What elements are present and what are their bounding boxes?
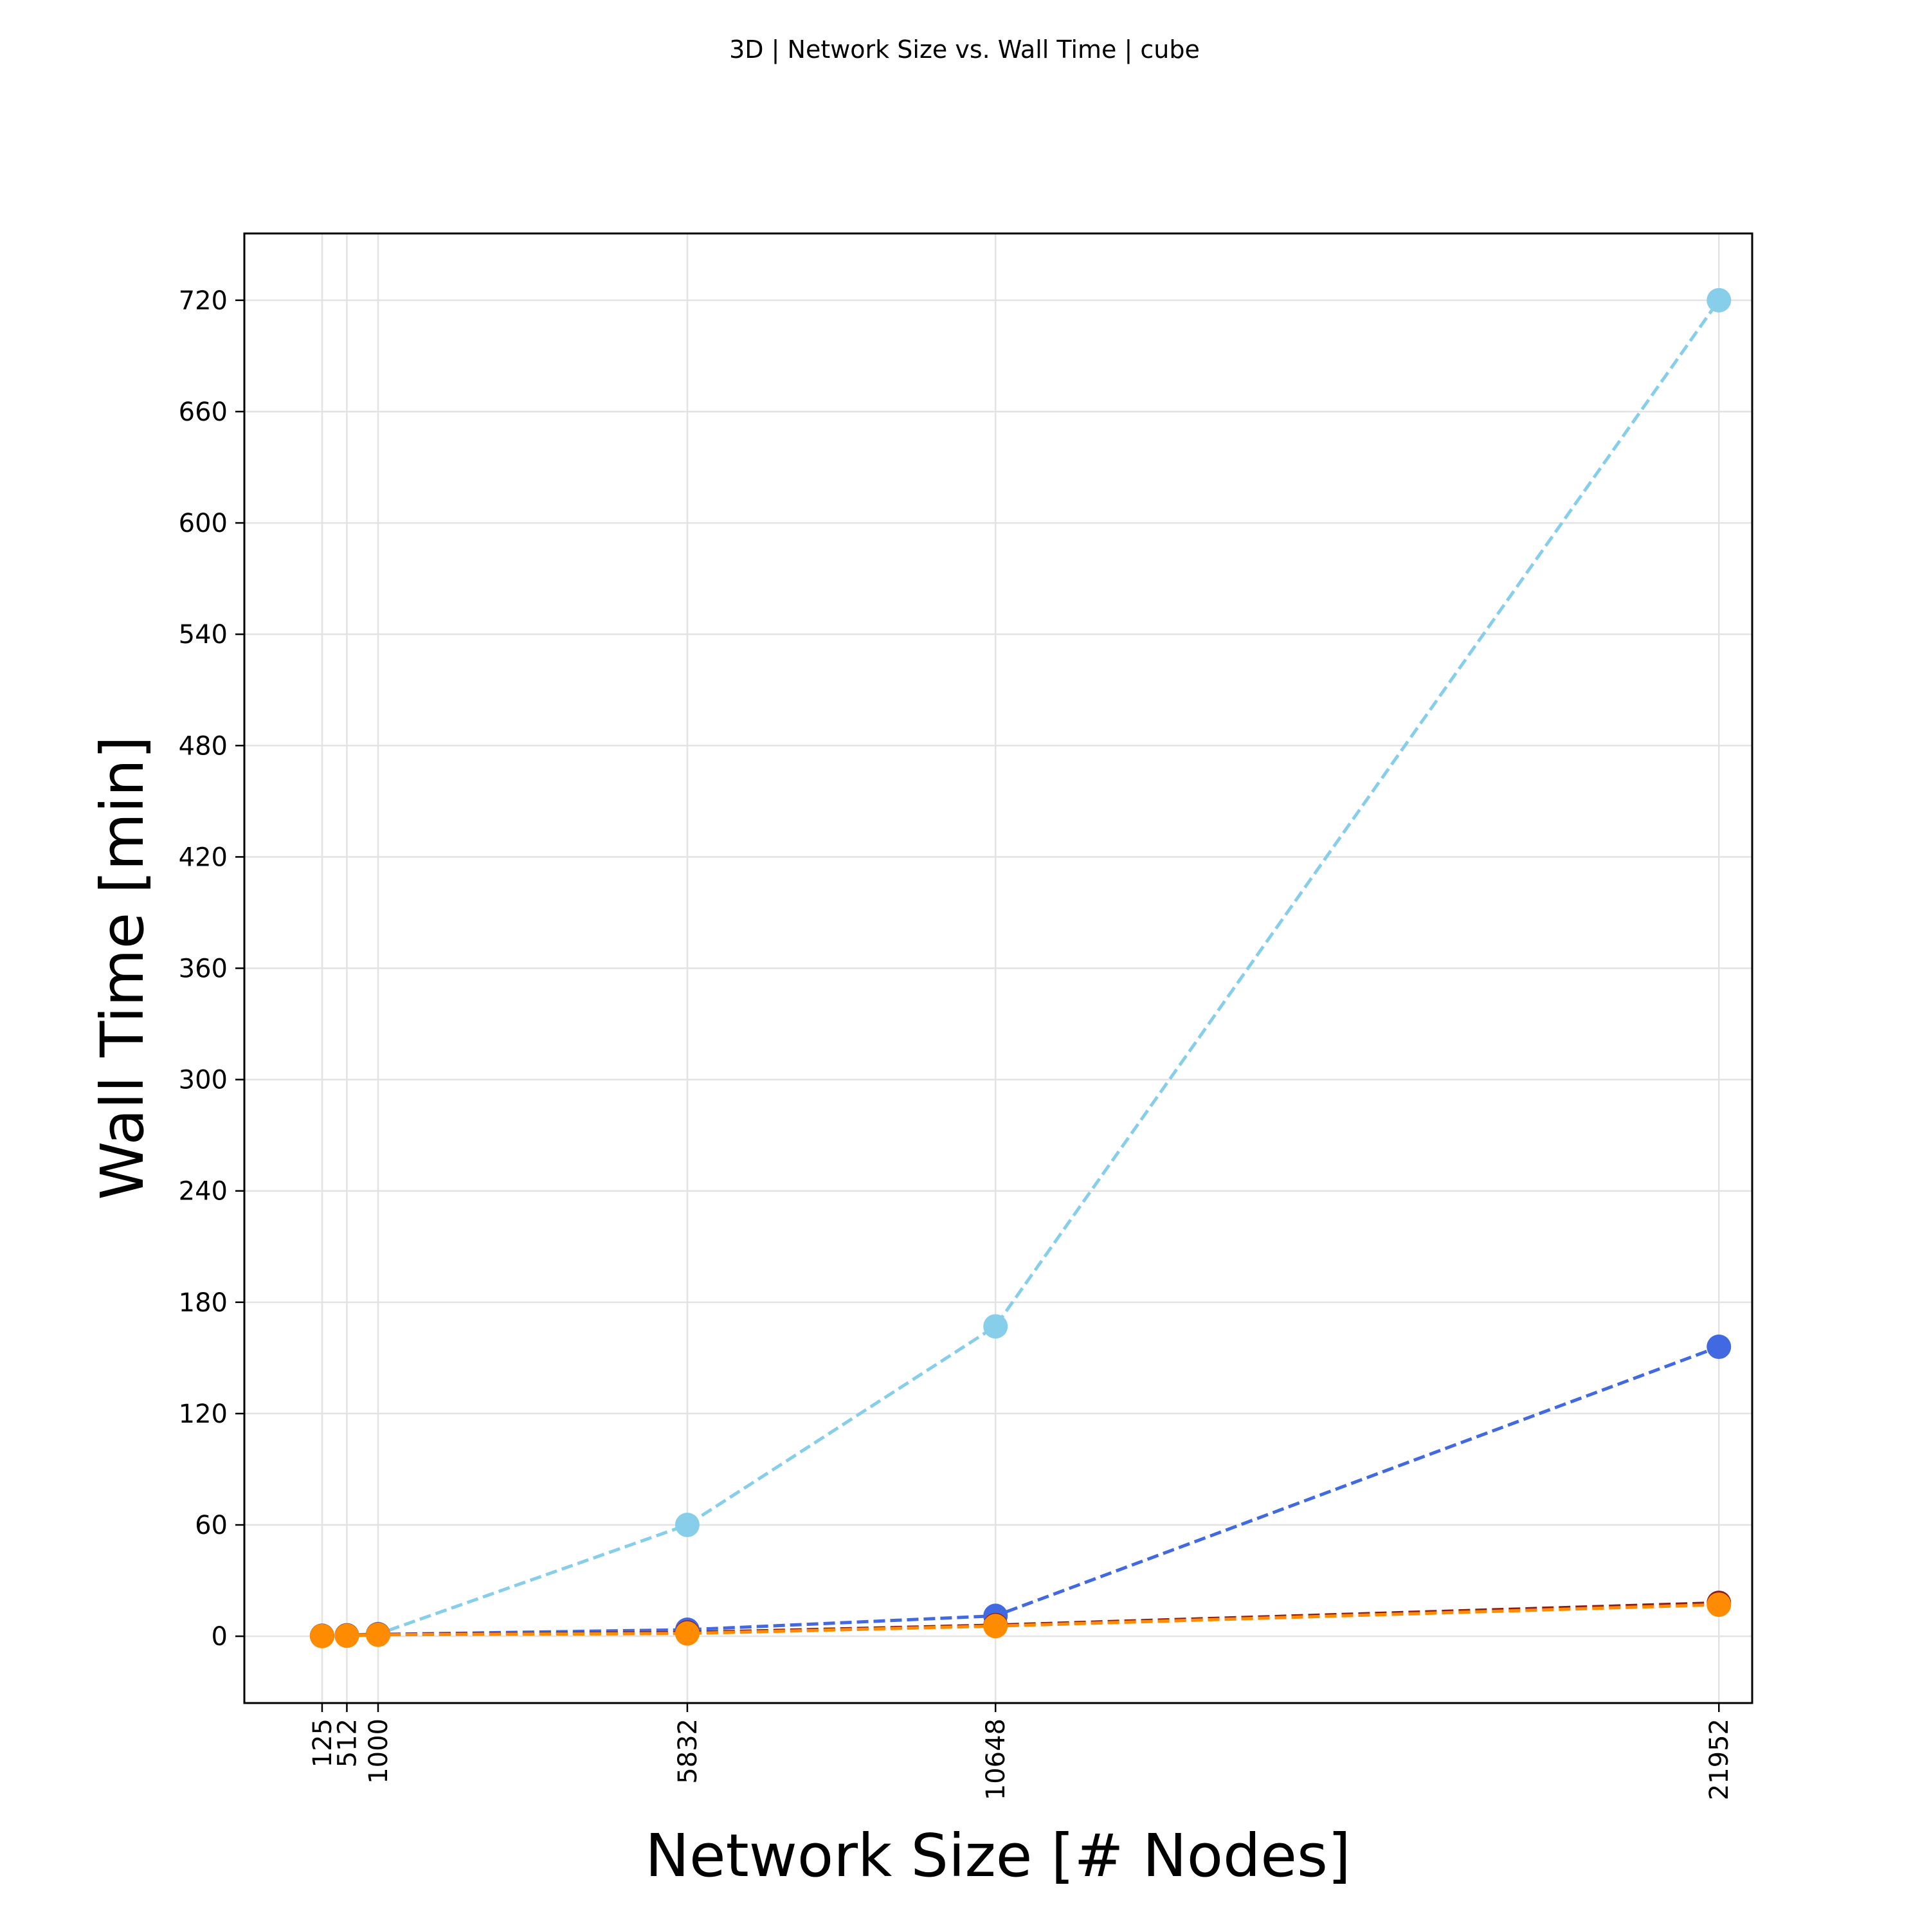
- y-tick-label: 180: [179, 1288, 228, 1318]
- data-point: [1707, 1592, 1732, 1618]
- y-tick-label: 480: [179, 731, 228, 761]
- x-tick-label: 5832: [673, 1718, 703, 1784]
- data-point: [309, 1623, 334, 1648]
- series-2: [309, 1335, 1732, 1648]
- y-tick-label: 660: [179, 397, 228, 427]
- data-point: [983, 1314, 1008, 1339]
- data-point: [366, 1622, 391, 1647]
- x-tick-label: 21952: [1705, 1718, 1734, 1800]
- y-tick-label: 720: [179, 286, 228, 316]
- grid-layer: [244, 233, 1752, 1703]
- y-tick-label: 300: [179, 1066, 228, 1095]
- y-axis-label: Wall Time [min]: [88, 736, 157, 1200]
- data-point: [1707, 287, 1732, 313]
- x-axis-label: Network Size [# Nodes]: [645, 1821, 1351, 1890]
- data-point: [675, 1513, 700, 1538]
- y-tick-label: 540: [179, 620, 228, 650]
- y-tick-label: 360: [179, 954, 228, 984]
- x-tick-label: 1000: [364, 1718, 394, 1784]
- y-tick-label: 420: [179, 843, 228, 872]
- x-tick-label: 125: [308, 1718, 338, 1767]
- x-tick-label: 10648: [981, 1718, 1011, 1800]
- y-tick-label: 120: [179, 1399, 228, 1429]
- series-line: [322, 1345, 1720, 1638]
- data-point: [1707, 1335, 1732, 1360]
- series-layer: [309, 287, 1732, 1648]
- series-3: [309, 1590, 1732, 1648]
- series-4: [309, 1592, 1732, 1648]
- y-tick-label: 600: [179, 509, 228, 538]
- y-tick-label: 60: [195, 1511, 228, 1540]
- data-point: [983, 1614, 1008, 1639]
- y-tick-label: 240: [179, 1177, 228, 1207]
- y-tick-label: 0: [212, 1622, 228, 1652]
- data-point: [675, 1621, 700, 1646]
- chart-title: 3D | Network Size vs. Wall Time | cube: [729, 35, 1200, 64]
- data-point: [334, 1623, 359, 1648]
- x-tick-label: 512: [332, 1718, 362, 1767]
